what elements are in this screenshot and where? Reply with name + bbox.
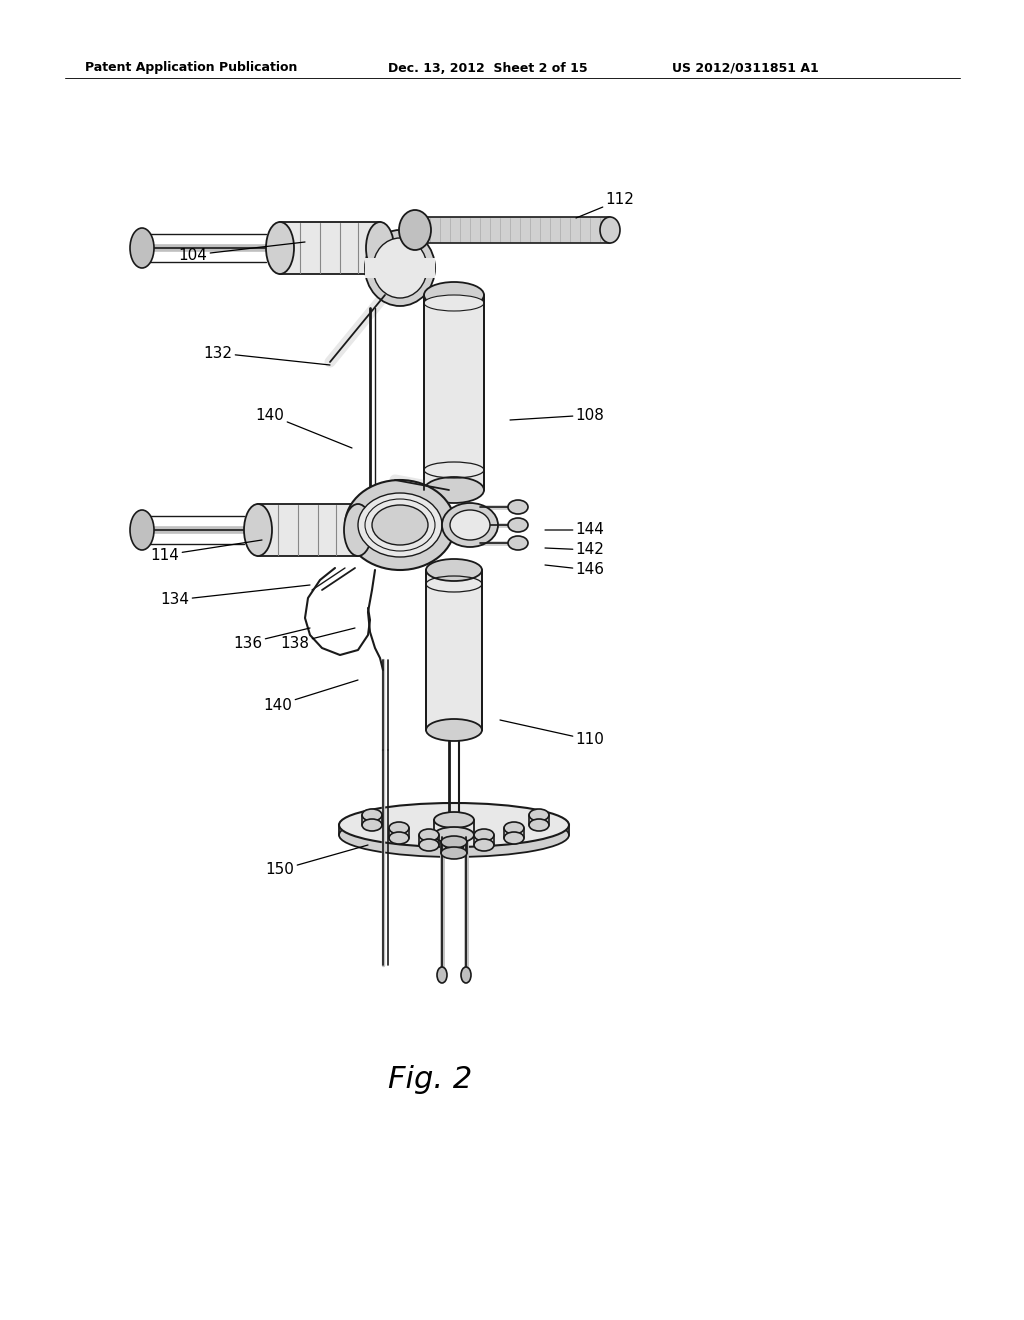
Ellipse shape bbox=[372, 506, 428, 545]
Ellipse shape bbox=[339, 803, 569, 847]
Ellipse shape bbox=[529, 818, 549, 832]
Text: 110: 110 bbox=[500, 719, 604, 747]
Ellipse shape bbox=[508, 536, 528, 550]
Polygon shape bbox=[424, 294, 484, 490]
Ellipse shape bbox=[365, 230, 435, 306]
Ellipse shape bbox=[424, 294, 484, 312]
Ellipse shape bbox=[504, 822, 524, 834]
Ellipse shape bbox=[130, 228, 154, 268]
Ellipse shape bbox=[442, 503, 498, 546]
Ellipse shape bbox=[508, 500, 528, 513]
Ellipse shape bbox=[504, 832, 524, 843]
Text: 108: 108 bbox=[510, 408, 604, 422]
Ellipse shape bbox=[424, 282, 484, 308]
Ellipse shape bbox=[529, 809, 549, 821]
Polygon shape bbox=[258, 504, 358, 556]
Text: 140: 140 bbox=[256, 408, 352, 447]
Ellipse shape bbox=[389, 832, 409, 843]
Text: 138: 138 bbox=[281, 628, 355, 651]
Text: 132: 132 bbox=[204, 346, 330, 366]
Ellipse shape bbox=[419, 840, 439, 851]
Text: 146: 146 bbox=[545, 562, 604, 578]
Ellipse shape bbox=[508, 517, 528, 532]
Text: Fig. 2: Fig. 2 bbox=[388, 1065, 472, 1094]
Text: 104: 104 bbox=[178, 242, 305, 263]
Ellipse shape bbox=[424, 477, 484, 503]
Polygon shape bbox=[365, 257, 435, 279]
Ellipse shape bbox=[437, 968, 447, 983]
Ellipse shape bbox=[130, 510, 154, 550]
Ellipse shape bbox=[266, 222, 294, 275]
Ellipse shape bbox=[358, 492, 442, 557]
Ellipse shape bbox=[345, 480, 455, 570]
Text: 144: 144 bbox=[545, 523, 604, 537]
Ellipse shape bbox=[450, 510, 490, 540]
Ellipse shape bbox=[426, 719, 482, 741]
Ellipse shape bbox=[474, 829, 494, 841]
Ellipse shape bbox=[474, 840, 494, 851]
Ellipse shape bbox=[344, 504, 372, 556]
Ellipse shape bbox=[434, 828, 474, 843]
Text: Patent Application Publication: Patent Application Publication bbox=[85, 62, 297, 74]
Polygon shape bbox=[415, 216, 610, 243]
Text: 136: 136 bbox=[233, 628, 310, 651]
Ellipse shape bbox=[461, 968, 471, 983]
Polygon shape bbox=[426, 570, 482, 730]
Ellipse shape bbox=[434, 812, 474, 828]
Text: Dec. 13, 2012  Sheet 2 of 15: Dec. 13, 2012 Sheet 2 of 15 bbox=[388, 62, 588, 74]
Ellipse shape bbox=[365, 499, 435, 550]
Ellipse shape bbox=[373, 238, 427, 298]
Ellipse shape bbox=[419, 829, 439, 841]
Text: 140: 140 bbox=[263, 680, 358, 713]
Ellipse shape bbox=[362, 809, 382, 821]
Ellipse shape bbox=[244, 504, 272, 556]
Ellipse shape bbox=[441, 847, 467, 859]
Ellipse shape bbox=[366, 222, 394, 275]
Text: US 2012/0311851 A1: US 2012/0311851 A1 bbox=[672, 62, 819, 74]
Ellipse shape bbox=[426, 558, 482, 581]
Ellipse shape bbox=[441, 836, 467, 847]
Text: 114: 114 bbox=[151, 540, 262, 562]
Ellipse shape bbox=[600, 216, 620, 243]
Ellipse shape bbox=[339, 813, 569, 857]
Text: 134: 134 bbox=[161, 585, 310, 607]
Text: 150: 150 bbox=[265, 845, 368, 878]
Ellipse shape bbox=[389, 822, 409, 834]
Text: 142: 142 bbox=[545, 543, 604, 557]
Ellipse shape bbox=[399, 210, 431, 249]
Polygon shape bbox=[280, 222, 380, 275]
Ellipse shape bbox=[362, 818, 382, 832]
Text: 112: 112 bbox=[575, 193, 635, 218]
